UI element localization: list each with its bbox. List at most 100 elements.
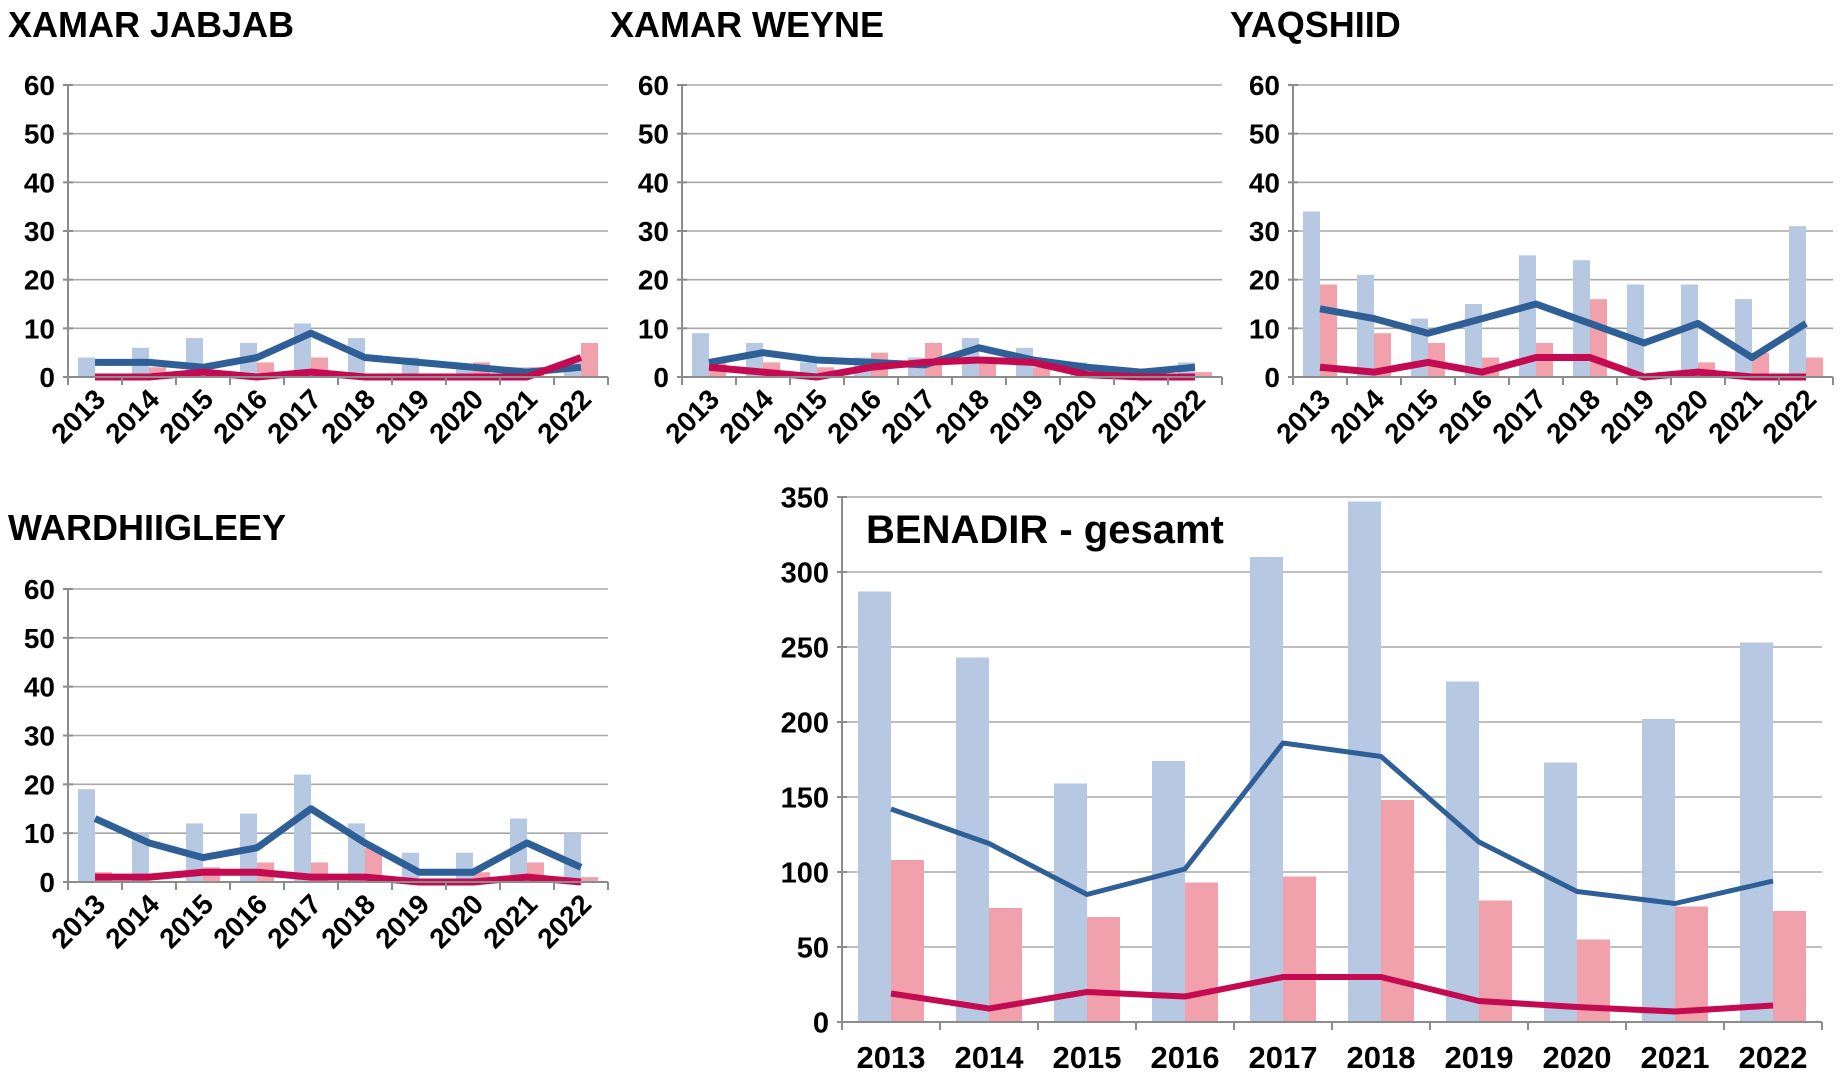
x-label-2020: 2020 <box>423 383 489 449</box>
x-label-2021: 2021 <box>1641 1040 1710 1075</box>
chart-1: 0 10 20 30 40 50 60 201320142015201620172018201… <box>638 70 1223 449</box>
x-label-2022: 2022 <box>531 888 597 954</box>
red-line <box>1319 354 1806 381</box>
x-label-2019: 2019 <box>1445 1040 1514 1075</box>
pink-bars-2022 <box>1195 372 1212 377</box>
pink-bars-2018 <box>979 362 996 377</box>
x-label-2021: 2021 <box>1702 383 1768 449</box>
x-label-2022: 2022 <box>1756 383 1822 449</box>
blue-bars-2015 <box>1054 783 1087 1022</box>
x-label-2018: 2018 <box>1347 1040 1416 1075</box>
y-tick-label: 0 <box>813 1007 829 1039</box>
blue-line <box>1319 300 1808 362</box>
x-label-2014: 2014 <box>1324 383 1390 449</box>
x-label-2022: 2022 <box>531 383 597 449</box>
y-tick-label: 20 <box>638 265 669 296</box>
x-label-2020: 2020 <box>1648 383 1714 449</box>
pink-bars-2022 <box>581 877 598 882</box>
y-tick-label: 250 <box>781 632 829 664</box>
blue-bars-2020 <box>456 367 473 377</box>
blue-bars-2014 <box>1357 274 1374 377</box>
x-label-2019: 2019 <box>369 383 435 449</box>
y-tick-label: 10 <box>24 313 55 344</box>
y-tick-label: 150 <box>781 782 829 814</box>
pink-bars-2018 <box>365 847 382 882</box>
y-tick-label: 60 <box>24 70 55 101</box>
chart-4: 0 50 100 150 200 250 300 350 2013 2014 2015 2016 201… <box>781 482 1823 1075</box>
blue-bars-2019 <box>1627 284 1644 377</box>
chart-title-xamar-jabjab: XAMAR JABJAB <box>8 4 295 45</box>
pink-bars-2015 <box>1428 342 1445 377</box>
y-tick-label: 40 <box>24 672 55 703</box>
y-tick-label: 50 <box>1249 119 1280 150</box>
chart-title-xamar-weyne: XAMAR WEYNE <box>610 4 885 45</box>
x-label-2013: 2013 <box>1270 383 1336 449</box>
y-tick-label: 20 <box>24 265 55 296</box>
blue-bars-2013 <box>692 333 709 377</box>
blue-line <box>890 740 1774 906</box>
x-label-2015: 2015 <box>153 888 219 954</box>
y-tick-label: 10 <box>1249 313 1280 344</box>
y-tick-label: 0 <box>39 362 55 393</box>
blue-bars-2019 <box>1446 681 1479 1022</box>
blue-bars-2013 <box>858 591 891 1022</box>
x-label-2013: 2013 <box>857 1040 926 1075</box>
blue-line <box>93 805 583 876</box>
x-label-2015: 2015 <box>767 383 833 449</box>
y-tick-label: 30 <box>24 216 55 247</box>
pink-bars-2015 <box>1087 917 1120 1022</box>
y-tick-label: 0 <box>653 362 669 393</box>
blue-bars-2020 <box>1681 284 1698 377</box>
x-label-2019: 2019 <box>369 888 435 954</box>
blue-bars-2016 <box>1152 761 1185 1022</box>
x-label-2021: 2021 <box>477 383 543 449</box>
y-tick-label: 40 <box>638 167 669 198</box>
x-label-2020: 2020 <box>1037 383 1103 449</box>
x-label-2016: 2016 <box>207 383 273 449</box>
blue-bars-2013 <box>78 789 95 882</box>
blue-bars-2017 <box>1250 557 1283 1022</box>
blue-line <box>95 329 582 376</box>
x-label-2015: 2015 <box>153 383 219 449</box>
pink-bars-2022 <box>1806 357 1823 377</box>
red-line <box>95 868 582 886</box>
x-label-2016: 2016 <box>1151 1040 1220 1075</box>
blue-bars-2017 <box>294 774 311 882</box>
x-label-2019: 2019 <box>1594 383 1660 449</box>
x-label-2014: 2014 <box>99 888 165 954</box>
y-tick-label: 0 <box>1264 362 1280 393</box>
pink-bars-2014 <box>1374 333 1391 377</box>
x-label-2013: 2013 <box>45 383 111 449</box>
pink-bars-2016 <box>1185 882 1218 1022</box>
x-label-2015: 2015 <box>1378 383 1444 449</box>
x-label-2021: 2021 <box>477 888 543 954</box>
pink-bars-2021 <box>1675 906 1708 1022</box>
x-label-2017: 2017 <box>875 383 941 449</box>
y-tick-label: 350 <box>781 482 829 514</box>
x-label-2017: 2017 <box>261 383 327 449</box>
pink-bars-2017 <box>1283 876 1316 1022</box>
x-label-2022: 2022 <box>1145 383 1211 449</box>
pink-bars-2019 <box>1033 367 1050 377</box>
y-tick-label: 60 <box>24 574 55 605</box>
y-tick-label: 30 <box>1249 216 1280 247</box>
y-tick-label: 60 <box>1249 70 1280 101</box>
x-label-2018: 2018 <box>315 383 381 449</box>
x-label-2018: 2018 <box>929 383 995 449</box>
y-tick-label: 10 <box>638 313 669 344</box>
pink-bars-2020 <box>473 872 490 882</box>
y-tick-label: 50 <box>797 932 829 964</box>
y-tick-label: 300 <box>781 557 829 589</box>
chart-3: 0 10 20 30 40 50 60 201320142015201620172018201… <box>24 574 609 954</box>
chart-title-yaqshiid: YAQSHIID <box>1230 4 1401 45</box>
blue-bars-2022 <box>564 833 581 882</box>
y-tick-label: 100 <box>781 857 829 889</box>
blue-line <box>708 344 1196 376</box>
y-tick-label: 50 <box>638 119 669 150</box>
x-label-2014: 2014 <box>713 383 779 449</box>
chart-title-wardhiigleey: WARDHIIGLEEY <box>8 507 287 548</box>
red-line <box>708 356 1195 381</box>
blue-bars-2018 <box>1348 501 1381 1022</box>
blue-bars-2020 <box>1544 762 1577 1022</box>
pink-bars-2014 <box>149 367 166 377</box>
